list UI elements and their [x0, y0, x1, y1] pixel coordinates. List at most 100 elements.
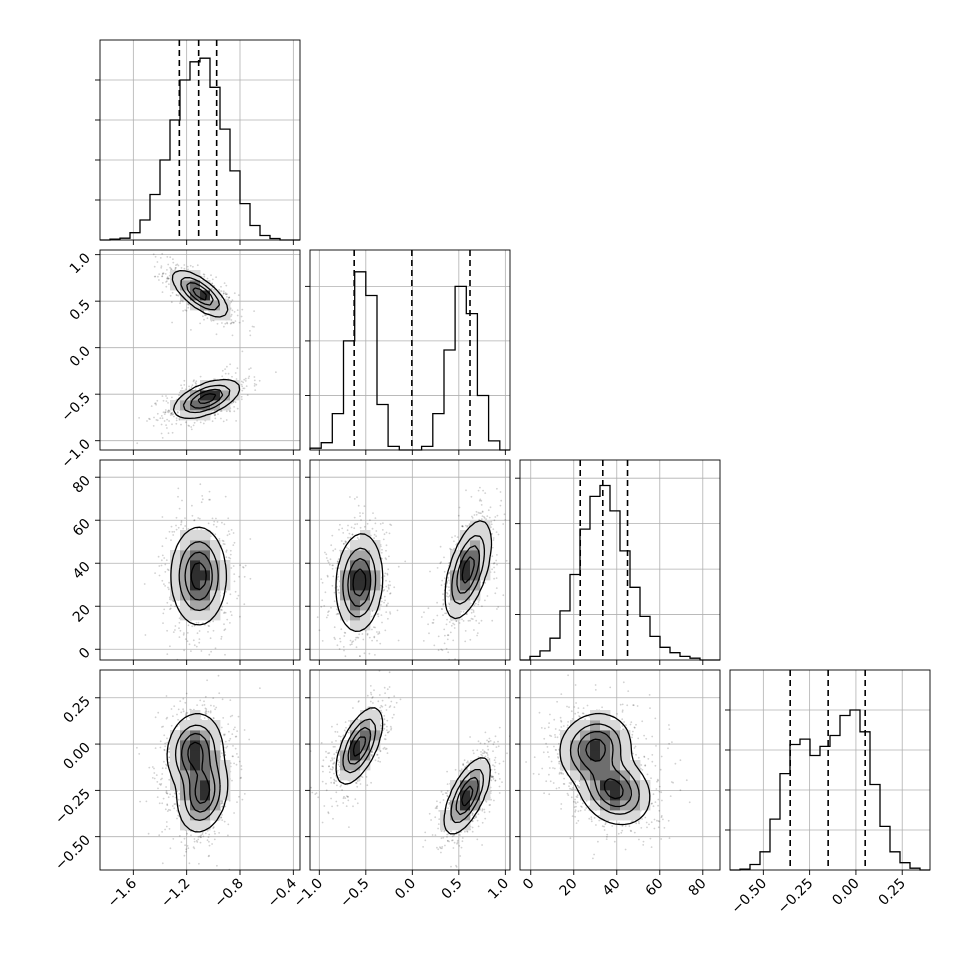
sample-point — [440, 608, 443, 610]
sample-point — [480, 518, 483, 520]
sample-point — [240, 383, 243, 386]
sample-point — [192, 380, 195, 383]
sample-point — [207, 631, 209, 633]
density-block — [180, 550, 191, 561]
sample-point — [465, 489, 467, 492]
sample-point — [190, 834, 192, 837]
sample-point — [156, 399, 159, 402]
sample-point — [445, 612, 448, 615]
sample-point — [461, 525, 464, 527]
sample-point — [447, 595, 450, 598]
sample-point — [330, 544, 333, 547]
sample-point — [204, 832, 207, 835]
sample-point — [161, 726, 163, 728]
sample-point — [384, 557, 387, 559]
sample-point — [174, 268, 177, 271]
sample-point — [229, 410, 232, 413]
sample-point — [371, 527, 374, 530]
sample-point — [474, 602, 477, 605]
sample-point — [161, 579, 164, 582]
sample-point — [321, 581, 324, 584]
sample-point — [495, 559, 498, 562]
sample-point — [396, 609, 399, 612]
sample-point — [188, 385, 191, 388]
sample-point — [357, 504, 360, 507]
sample-point — [222, 543, 225, 545]
sample-point — [461, 525, 464, 528]
sample-point — [217, 674, 220, 677]
histogram-steps — [309, 271, 510, 451]
sample-point — [183, 837, 186, 840]
sample-point — [168, 756, 170, 759]
sample-point — [382, 747, 385, 750]
sample-point — [199, 836, 202, 839]
scatter-panel-2-4 — [305, 669, 511, 875]
sample-point — [167, 277, 170, 280]
density-block — [350, 550, 361, 561]
sample-point — [196, 264, 199, 267]
sample-point — [376, 613, 379, 616]
sample-point — [460, 610, 462, 613]
sample-point — [199, 841, 202, 844]
sample-point — [486, 515, 489, 517]
sample-point — [166, 568, 169, 571]
sample-point — [193, 840, 196, 843]
sample-point — [171, 291, 174, 294]
sample-point — [161, 275, 164, 277]
sample-point — [477, 489, 480, 492]
sample-point — [454, 658, 456, 660]
sample-point — [215, 525, 218, 528]
sample-point — [213, 520, 216, 523]
sample-point — [502, 594, 505, 597]
sample-point — [182, 300, 184, 303]
sample-point — [326, 575, 329, 578]
density-block — [340, 580, 351, 591]
sample-point — [231, 309, 234, 312]
sample-point — [184, 517, 186, 519]
sample-point — [371, 697, 373, 699]
sample-point — [158, 802, 161, 805]
sample-point — [184, 701, 187, 704]
sample-point — [240, 380, 243, 383]
sample-point — [165, 559, 168, 562]
sample-point — [169, 266, 172, 269]
sample-point — [170, 604, 172, 606]
sample-point — [212, 717, 215, 720]
sample-point — [180, 521, 183, 524]
sample-point — [349, 496, 351, 498]
sample-point — [379, 706, 382, 709]
sample-point — [446, 581, 449, 584]
sample-point — [389, 523, 391, 526]
sample-point — [230, 301, 233, 303]
sample-point — [163, 413, 166, 415]
sample-point — [221, 800, 224, 803]
sample-point — [427, 607, 430, 610]
sample-point — [220, 635, 223, 638]
sample-point — [457, 514, 460, 517]
sample-point — [164, 745, 167, 748]
sample-point — [339, 670, 341, 672]
sample-point — [385, 605, 388, 607]
density-block — [200, 380, 211, 391]
sample-point — [174, 803, 177, 805]
sample-point — [136, 442, 139, 445]
sample-point — [347, 547, 350, 550]
sample-point — [165, 395, 167, 397]
density-block — [200, 290, 211, 301]
sample-point — [202, 273, 205, 276]
sample-point — [232, 401, 235, 403]
sample-point — [456, 536, 459, 538]
density-block — [210, 570, 221, 581]
sample-point — [176, 294, 178, 297]
sample-point — [221, 802, 224, 805]
sample-point — [162, 399, 165, 402]
sample-point — [470, 611, 473, 614]
sample-point — [151, 777, 154, 779]
sample-point — [157, 275, 159, 278]
sample-point — [167, 750, 170, 753]
sample-point — [342, 646, 345, 648]
sample-point — [188, 425, 191, 427]
sample-point — [369, 519, 371, 521]
density-block — [360, 610, 371, 621]
sample-point — [337, 612, 339, 615]
